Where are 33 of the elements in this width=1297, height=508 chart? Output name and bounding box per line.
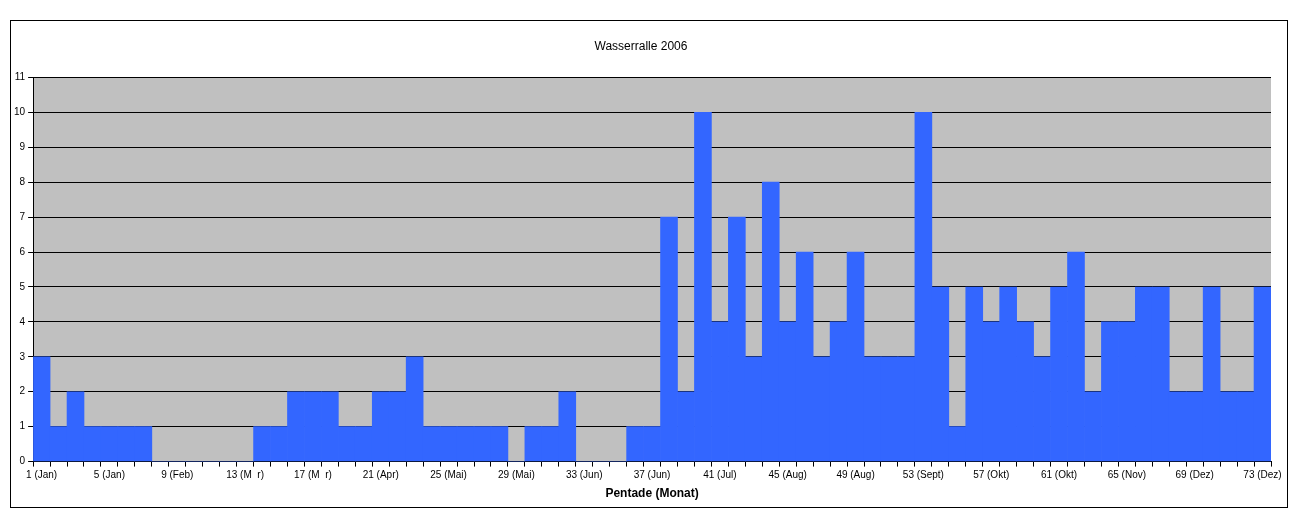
x-tick-label: 73 (Dez)	[1243, 469, 1282, 481]
x-tick-label: 45 (Aug)	[768, 469, 807, 481]
y-tick-label: 4	[19, 315, 26, 327]
y-tick-label: 6	[19, 245, 26, 257]
chart-title: Wasserralle 2006	[594, 38, 688, 53]
y-tick-label: 2	[19, 385, 26, 397]
x-tick-label: 1 (Jan)	[26, 469, 58, 481]
x-axis-title: Pentade (Monat)	[605, 486, 699, 501]
x-tick-label: 25 (Mai)	[430, 469, 467, 481]
y-tick-label: 3	[19, 350, 26, 362]
x-tick-label: 57 (Okt)	[973, 469, 1010, 481]
y-tick-label: 8	[19, 175, 26, 187]
x-tick-label: 41 (Jul)	[703, 469, 737, 481]
y-tick-label: 0	[19, 455, 26, 467]
y-tick-label: 11	[14, 71, 26, 83]
y-tick-label: 9	[19, 141, 26, 152]
x-tick-label: 17 (M r)	[294, 469, 332, 481]
x-tick-label: 5 (Jan)	[93, 469, 125, 481]
x-tick-label: 37 (Jun)	[633, 469, 671, 481]
x-tick-label: 21 (Apr)	[362, 469, 399, 481]
y-tick-label: 10	[14, 106, 26, 118]
y-tick-label: 1	[19, 420, 26, 432]
y-tick-label: 5	[19, 280, 26, 292]
x-tick-label: 69 (Dez)	[1175, 469, 1214, 481]
y-tick-label: 7	[19, 210, 26, 222]
x-tick-label: 29 (Mai)	[498, 469, 535, 481]
x-tick-label: 49 (Aug)	[836, 469, 875, 481]
x-tick-label: 61 (Okt)	[1040, 469, 1078, 481]
x-tick-label: 13 (M r)	[226, 469, 264, 481]
x-tick-label: 9 (Feb)	[161, 469, 194, 481]
x-tick-label: 65 (Nov)	[1107, 469, 1147, 481]
x-tick-label: 33 (Jun)	[565, 469, 603, 481]
x-tick-label: 53 (Sept)	[902, 469, 944, 481]
